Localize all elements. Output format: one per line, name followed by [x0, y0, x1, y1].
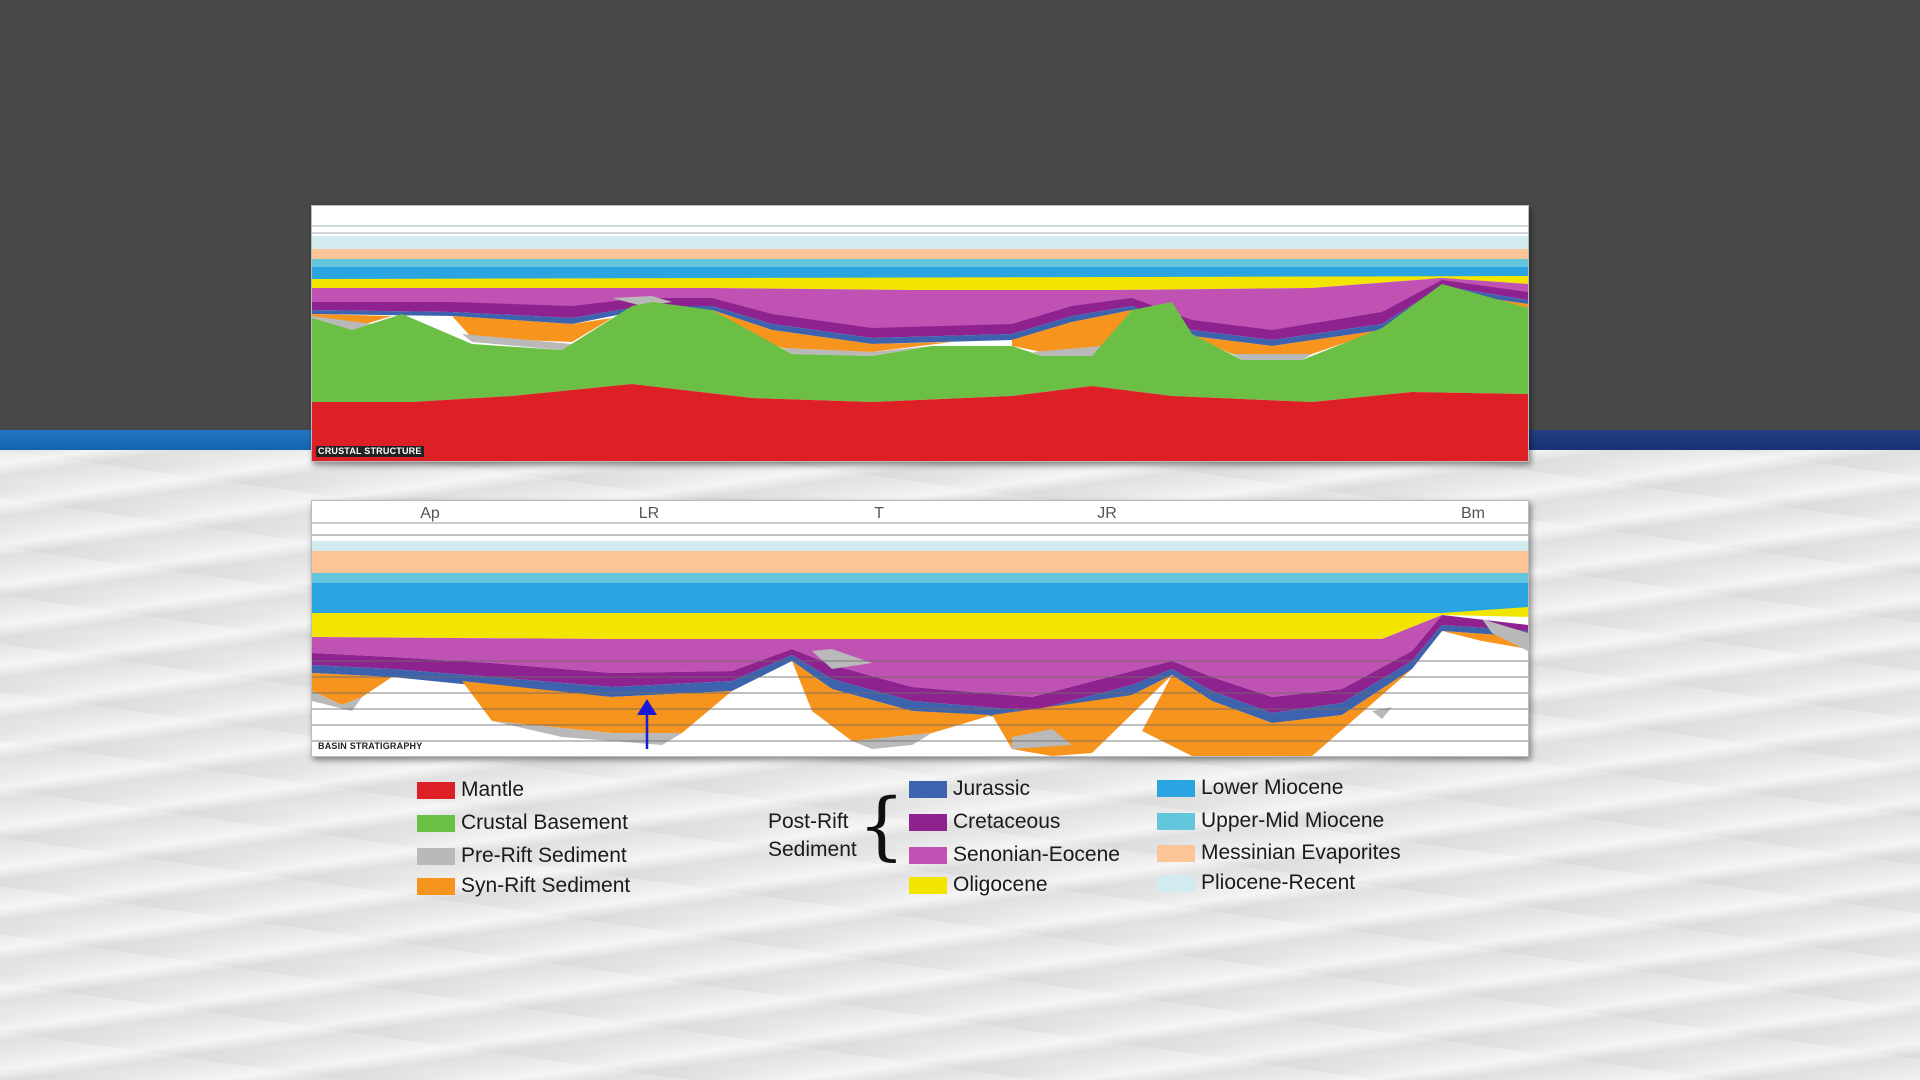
legend-swatch [909, 876, 947, 894]
basin-stratigraphy-label: BASIN STRATIGRAPHY [318, 741, 423, 751]
legend-label: Crustal Basement [461, 811, 628, 834]
legend-label: Pre-Rift Sediment [461, 844, 627, 867]
legend-swatch [1157, 779, 1195, 797]
legend-swatch [417, 847, 455, 865]
legend-label: Lower Miocene [1201, 776, 1344, 799]
location-label-ap: Ap [420, 505, 440, 522]
legend-item-oligocene: Oligocene [909, 873, 1048, 897]
legend-label: Senonian-Eocene [953, 843, 1120, 866]
legend-swatch [1157, 812, 1195, 830]
accent-band-right [1528, 430, 1920, 450]
legend-item-pliocene-recent: Pliocene-Recent [1157, 871, 1355, 895]
legend-swatch [909, 846, 947, 864]
legend-swatch [909, 780, 947, 798]
up-arrow-icon [637, 699, 657, 749]
legend-swatch [417, 814, 455, 832]
location-label-bm: Bm [1461, 505, 1485, 522]
curly-brace-icon: { [858, 783, 906, 869]
legend-label: Upper-Mid Miocene [1201, 809, 1385, 832]
location-label-t: T [874, 505, 884, 522]
legend-item-senonian-eocene: Senonian-Eocene [909, 843, 1120, 867]
crustal-structure-label: CRUSTAL STRUCTURE [316, 446, 424, 457]
legend-item-messinian-evaporites: Messinian Evaporites [1157, 841, 1401, 865]
post-rift-title-line1: Post-Rift [768, 810, 849, 833]
legend-label: Mantle [461, 778, 525, 801]
post-rift-sediment-title: Post-Rift Sediment [768, 808, 857, 864]
legend-swatch [1157, 844, 1195, 862]
legend-swatch [909, 813, 947, 831]
legend-item-lower-miocene: Lower Miocene [1157, 776, 1343, 800]
legend-label: Syn-Rift Sediment [461, 874, 631, 897]
crustal-structure-panel: CRUSTAL STRUCTURE [311, 205, 1529, 462]
legend-label: Jurassic [953, 777, 1031, 800]
legend-item-mantle: Mantle [417, 778, 524, 802]
legend-label: Cretaceous [953, 810, 1061, 833]
legend-item-jurassic: Jurassic [909, 777, 1030, 801]
legend-label: Pliocene-Recent [1201, 871, 1356, 894]
legend-swatch [417, 781, 455, 799]
legend-label: Messinian Evaporites [1201, 841, 1401, 864]
accent-band-left [0, 430, 312, 450]
legend-item-upper-mid-miocene: Upper-Mid Miocene [1157, 809, 1384, 833]
post-rift-title-line2: Sediment [768, 838, 857, 861]
basin-stratigraphy-section [312, 501, 1528, 756]
legend-swatch [417, 877, 455, 895]
basin-stratigraphy-panel: Ap LR T JR Bm BASIN STRATIGRAPHY [311, 500, 1529, 757]
legend-item-pre-rift-sediment: Pre-Rift Sediment [417, 844, 627, 868]
location-label-lr: LR [638, 505, 660, 522]
legend-swatch [1157, 874, 1195, 892]
location-label-jr: JR [1097, 505, 1117, 522]
legend-item-cretaceous: Cretaceous [909, 810, 1060, 834]
crustal-structure-section [312, 206, 1528, 461]
legend-item-syn-rift-sediment: Syn-Rift Sediment [417, 874, 630, 898]
legend-item-crustal-basement: Crustal Basement [417, 811, 628, 835]
legend-label: Oligocene [953, 873, 1048, 896]
